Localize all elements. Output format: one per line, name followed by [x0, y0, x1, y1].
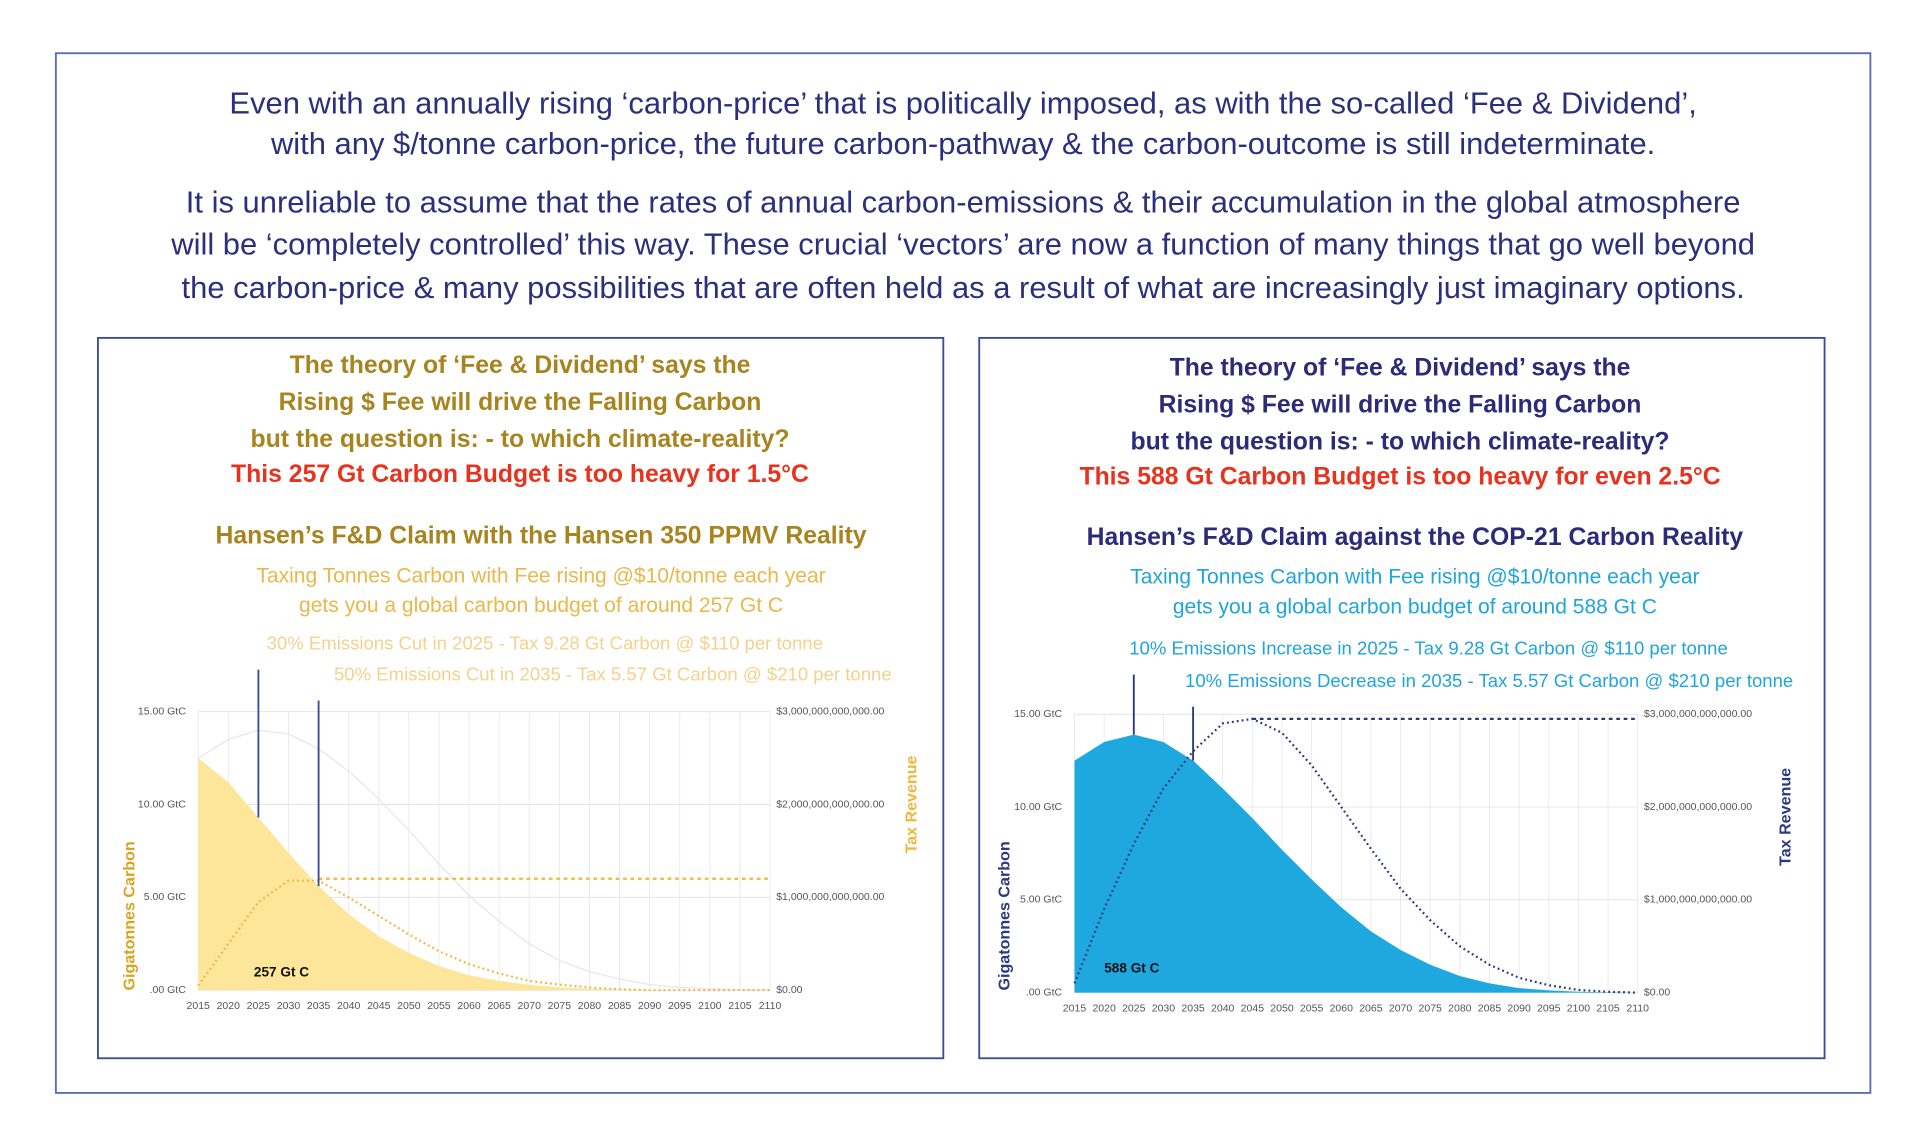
x-tick-label: 2020	[217, 1000, 241, 1012]
panel-heading: but the question is: - to which climate-…	[1131, 429, 1670, 456]
y-tick-label: 5.00 GtC	[1020, 894, 1062, 906]
panel-heading: Rising $ Fee will drive the Falling Carb…	[1159, 392, 1642, 419]
x-tick-label: 2070	[1389, 1003, 1413, 1015]
budget-label: 257 Gt C	[254, 964, 309, 979]
x-tick-label: 2045	[367, 1000, 391, 1012]
y2-tick-label: $1,000,000,000,000.00	[1644, 894, 1752, 906]
x-tick-label: 2100	[698, 1000, 722, 1012]
x-tick-label: 2025	[247, 1000, 271, 1012]
x-tick-label: 2045	[1241, 1003, 1265, 1015]
y-tick-label: 15.00 GtC	[138, 705, 186, 717]
x-tick-label: 2015	[1063, 1003, 1087, 1015]
annotation: 10% Emissions Decrease in 2035 - Tax 5.5…	[1185, 670, 1793, 691]
x-tick-label: 2040	[337, 1000, 361, 1012]
x-tick-label: 2065	[1359, 1003, 1383, 1015]
y2-tick-label: $3,000,000,000,000.00	[776, 705, 884, 717]
chart-subtitle: Taxing Tonnes Carbon with Fee rising @$1…	[256, 564, 825, 587]
x-tick-label: 2110	[759, 1000, 782, 1012]
x-tick-label: 2080	[578, 1000, 602, 1012]
x-tick-label: 2040	[1211, 1003, 1235, 1015]
y-tick-label: 15.00 GtC	[1014, 708, 1062, 720]
panel-heading: but the question is: - to which climate-…	[250, 426, 789, 453]
outer-frame	[54, 52, 1872, 1094]
annotation: 30% Emissions Cut in 2025 - Tax 9.28 Gt …	[267, 633, 823, 654]
y2-tick-label: $2,000,000,000,000.00	[776, 798, 884, 810]
left-panel	[97, 336, 945, 1060]
x-tick-label: 2055	[427, 1000, 451, 1012]
x-tick-label: 2095	[1537, 1003, 1561, 1015]
carbon-area	[1074, 734, 1638, 993]
x-tick-label: 2080	[1448, 1003, 1472, 1015]
y-tick-label: .00 GtC	[1026, 986, 1063, 998]
y2-tick-label: $3,000,000,000,000.00	[1644, 708, 1752, 720]
panel-highlight: This 257 Gt Carbon Budget is too heavy f…	[231, 461, 809, 488]
x-tick-label: 2020	[1092, 1003, 1116, 1015]
y-tick-label: 5.00 GtC	[144, 891, 186, 903]
y-tick-label: 10.00 GtC	[1014, 801, 1062, 813]
reference-line	[197, 729, 771, 991]
x-tick-label: 2035	[1181, 1003, 1205, 1015]
panel-highlight: This 588 Gt Carbon Budget is too heavy f…	[1079, 463, 1720, 490]
y2-tick-label: $2,000,000,000,000.00	[1644, 801, 1752, 813]
x-tick-label: 2055	[1300, 1003, 1324, 1015]
intro-text: with any $/tonne carbon-price, the futur…	[270, 126, 1655, 161]
intro-text: will be ‘completely controlled’ this way…	[170, 226, 1755, 261]
intro-text: Even with an annually rising ‘carbon-pri…	[229, 85, 1696, 120]
y-axis-label: Gigatonnes Carbon	[120, 841, 138, 990]
y2-axis-label: Tax Revenue	[903, 755, 921, 853]
intro-text: the carbon-price & many possibilities th…	[182, 270, 1745, 305]
x-tick-label: 2050	[1270, 1003, 1294, 1015]
chart-subtitle: gets you a global carbon budget of aroun…	[299, 594, 783, 617]
x-tick-label: 2035	[307, 1000, 331, 1012]
x-tick-label: 2060	[457, 1000, 481, 1012]
x-tick-label: 2070	[518, 1000, 542, 1012]
y2-tick-label: $1,000,000,000,000.00	[776, 891, 884, 903]
y-tick-label: 10.00 GtC	[138, 798, 186, 810]
intro-text: It is unreliable to assume that the rate…	[186, 184, 1741, 219]
right-panel	[978, 336, 1826, 1060]
x-tick-label: 2060	[1330, 1003, 1354, 1015]
x-tick-label: 2095	[668, 1000, 692, 1012]
x-tick-label: 2030	[277, 1000, 301, 1012]
carbon-area	[198, 758, 771, 991]
annotation: 50% Emissions Cut in 2035 - Tax 5.57 Gt …	[334, 664, 892, 685]
panel-heading: Rising $ Fee will drive the Falling Carb…	[279, 389, 762, 416]
chart-title: Hansen’s F&D Claim with the Hansen 350 P…	[216, 523, 867, 550]
x-tick-label: 2100	[1567, 1003, 1591, 1015]
y-tick-label: .00 GtC	[150, 984, 187, 996]
y-axis-label: Gigatonnes Carbon	[995, 841, 1013, 990]
x-tick-label: 2065	[487, 1000, 511, 1012]
budget-label: 588 Gt C	[1104, 961, 1159, 976]
x-tick-label: 2085	[608, 1000, 632, 1012]
panel-heading: The theory of ‘Fee & Dividend’ says the	[1170, 354, 1631, 381]
tax-revenue-line	[1073, 717, 1638, 994]
chart-subtitle: Taxing Tonnes Carbon with Fee rising @$1…	[1130, 566, 1699, 589]
chart-title: Hansen’s F&D Claim against the COP-21 Ca…	[1087, 524, 1744, 551]
tax-revenue-line	[197, 879, 771, 992]
x-tick-label: 2090	[638, 1000, 662, 1012]
y2-tick-label: $0.00	[776, 984, 802, 996]
x-tick-label: 2090	[1507, 1003, 1531, 1015]
panel-heading: The theory of ‘Fee & Dividend’ says the	[290, 352, 751, 379]
x-tick-label: 2105	[728, 1000, 752, 1012]
x-tick-label: 2075	[1418, 1003, 1442, 1015]
x-tick-label: 2030	[1152, 1003, 1176, 1015]
x-tick-label: 2105	[1596, 1003, 1620, 1015]
x-tick-label: 2015	[186, 1000, 210, 1012]
x-tick-label: 2075	[548, 1000, 572, 1012]
x-tick-label: 2110	[1626, 1003, 1649, 1015]
chart-subtitle: gets you a global carbon budget of aroun…	[1173, 595, 1657, 618]
x-tick-label: 2050	[397, 1000, 421, 1012]
x-tick-label: 2085	[1478, 1003, 1502, 1015]
annotation: 10% Emissions Increase in 2025 - Tax 9.2…	[1129, 638, 1728, 659]
x-tick-label: 2025	[1122, 1003, 1146, 1015]
y2-tick-label: $0.00	[1644, 986, 1670, 998]
y2-axis-label: Tax Revenue	[1776, 768, 1794, 866]
